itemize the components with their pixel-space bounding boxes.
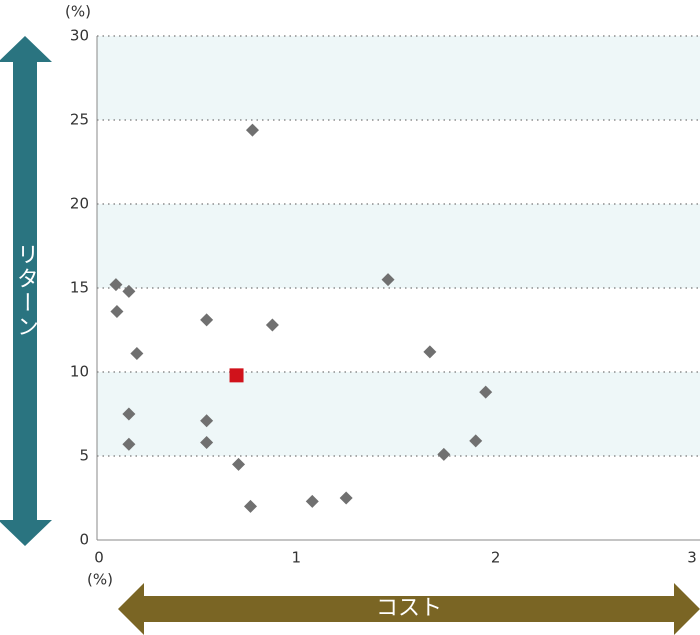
point: [339, 491, 353, 505]
point: [229, 368, 244, 383]
point: [245, 123, 259, 137]
band: [97, 372, 700, 456]
x-axis-label: コスト: [376, 596, 442, 621]
point: [130, 347, 144, 361]
point: [381, 273, 395, 287]
x-tick-label: 0: [94, 549, 104, 567]
band: [97, 36, 700, 120]
point: [232, 457, 246, 471]
point: [122, 407, 136, 421]
y-tick-label: 0: [79, 531, 89, 549]
x-unit: (%): [87, 571, 113, 589]
band: [97, 204, 700, 288]
y-axis-label: リターン: [13, 243, 38, 339]
point: [437, 447, 451, 461]
point: [122, 437, 136, 451]
point: [305, 494, 319, 508]
x-tick-label: 2: [491, 549, 501, 567]
x-tick-label: 1: [292, 549, 302, 567]
point: [109, 278, 123, 292]
point: [469, 434, 483, 448]
y-unit: (%): [65, 3, 91, 21]
x-tick-label: 3: [687, 549, 697, 567]
point: [243, 499, 257, 513]
point: [265, 318, 279, 332]
y-tick-label: 25: [70, 111, 89, 129]
y-tick-label: 10: [70, 363, 89, 381]
point: [122, 284, 136, 298]
y-tick-label: 20: [70, 195, 89, 213]
point: [200, 414, 214, 428]
x-arrow: [118, 583, 700, 635]
y-tick-label: 30: [70, 27, 89, 45]
point: [110, 305, 124, 319]
y-tick-label: 15: [70, 279, 89, 297]
y-arrow: [0, 36, 52, 546]
point: [200, 313, 214, 327]
point: [479, 385, 493, 399]
point: [200, 436, 214, 450]
point: [423, 345, 437, 359]
y-tick-label: 5: [79, 447, 89, 465]
